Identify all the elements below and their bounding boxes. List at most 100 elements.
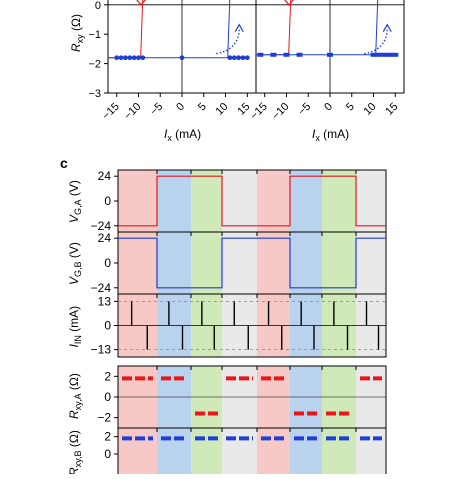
phase-band-pink — [257, 428, 290, 479]
series-line-right-1 — [256, 0, 379, 56]
phase-band-blue — [290, 428, 322, 479]
x-tick-label-left: 5 — [196, 101, 209, 114]
phase-band-green — [191, 428, 222, 479]
sweep-arrowhead-right — [382, 23, 392, 33]
sweep-arrow-right — [364, 29, 388, 55]
y-tick-label-c-VGB: 24 — [98, 231, 112, 245]
y-tick-label-c-VGA: 0 — [104, 194, 111, 208]
data-point-left — [131, 55, 137, 61]
x-tick-label-right: 10 — [362, 101, 379, 118]
data-point-left — [118, 55, 124, 61]
y-tick-label-c-RxyB: 0 — [104, 447, 111, 461]
phase-band-green — [322, 170, 356, 232]
panel-label-c: c — [60, 155, 68, 171]
x-tick-label-left: −10 — [122, 101, 144, 123]
gate-voltage-trace-c-VGA — [118, 175, 386, 227]
data-point-left — [227, 55, 233, 61]
y-tick-label-c-RxyA: 2 — [104, 369, 111, 383]
y-tick-label-c-IIN: 13 — [98, 294, 112, 308]
data-point-left — [240, 55, 246, 61]
phase-band-blue — [157, 232, 191, 294]
x-tick-label-left: 0 — [174, 101, 187, 114]
red-arrowhead-right — [284, 0, 294, 6]
data-point-left — [114, 55, 120, 61]
data-point-left — [179, 55, 185, 61]
phase-band-green — [191, 170, 222, 232]
phase-band-gray — [356, 170, 386, 232]
data-point-right — [383, 52, 390, 57]
y-tick-label-c-RxyB: 2 — [104, 430, 111, 444]
data-point-right — [283, 52, 290, 57]
phase-band-gray — [222, 170, 257, 232]
phase-band-green — [322, 232, 356, 294]
data-point-right — [327, 52, 333, 57]
phase-band-blue — [157, 170, 191, 232]
y-tick-label-left: −1 — [88, 29, 101, 41]
phase-band-gray — [356, 232, 386, 294]
y-tick-label-c-VGA: −24 — [91, 219, 112, 233]
x-tick-label-right: −5 — [296, 101, 313, 118]
y-tick-label-c-RxyA: 0 — [104, 390, 111, 404]
x-tick-label-right: 0 — [322, 101, 335, 114]
data-point-left — [244, 55, 250, 61]
x-tick-label-right: −10 — [270, 101, 292, 123]
data-point-right — [374, 52, 381, 57]
x-tick-label-right: 15 — [383, 101, 400, 118]
data-point-right — [270, 52, 277, 57]
y-axis-label-c-IIN: IIN (mA) — [67, 306, 83, 348]
y-tick-label-c-VGB: 0 — [104, 256, 111, 270]
phase-band-blue — [290, 170, 322, 232]
phase-band-green — [191, 232, 222, 294]
y-tick-label-c-VGA: 24 — [98, 169, 112, 183]
y-tick-label-left: −3 — [88, 88, 101, 100]
x-tick-label-left: −5 — [148, 101, 165, 118]
x-axis-label-right: Ix (mA) — [312, 127, 349, 143]
phase-band-green — [322, 428, 356, 479]
data-point-left — [231, 55, 237, 61]
data-point-left — [236, 55, 241, 61]
y-tick-label-left: 0 — [95, 0, 101, 12]
phase-band-blue — [290, 232, 322, 294]
series-line-left-1 — [108, 0, 231, 59]
data-point-left — [127, 55, 133, 61]
x-tick-label-right: −15 — [248, 101, 270, 123]
data-point-right — [379, 52, 386, 57]
y-tick-label-left: −2 — [88, 59, 101, 71]
series-line-right-0 — [256, 0, 292, 56]
y-tick-label-c-VGB: −24 — [91, 281, 112, 295]
phase-band-gray — [356, 428, 386, 479]
y-tick-label-c-RxyA: −2 — [97, 411, 111, 425]
phase-band-pink — [118, 170, 157, 232]
y-axis-label-c-RxyB: Rxy,B (Ω) — [67, 430, 83, 474]
y-tick-label-c-IIN: 0 — [104, 319, 111, 333]
x-tick-label-left: −15 — [100, 101, 122, 123]
y-axis-label-c-VGB: VG,B (V) — [67, 242, 83, 285]
data-point-right — [370, 52, 377, 57]
data-point-right — [392, 52, 399, 57]
phase-band-pink — [257, 232, 290, 294]
gate-voltage-trace-c-VGB — [118, 237, 386, 289]
phase-band-pink — [257, 170, 290, 232]
phase-band-pink — [118, 428, 157, 479]
x-axis-label-left: Ix (mA) — [164, 127, 201, 143]
red-arrowhead-left — [136, 0, 146, 6]
phase-band-gray — [222, 232, 257, 294]
series-line-left-0 — [108, 0, 144, 59]
data-point-right — [387, 52, 394, 57]
y-tick-label-c-IIN: −13 — [91, 343, 112, 357]
data-point-left — [140, 55, 146, 61]
data-point-right — [257, 52, 264, 57]
y-axis-label-c-RxyA: Rxy,A (Ω) — [67, 373, 83, 419]
sweep-arrow-left — [216, 29, 240, 55]
data-point-right — [296, 52, 303, 57]
data-point-left — [136, 55, 141, 61]
y-axis-label-c-VGA: VG,A (V) — [67, 180, 83, 223]
phase-band-pink — [118, 232, 157, 294]
data-point-left — [123, 55, 128, 61]
y-axis-label-left: Rxy (Ω) — [69, 14, 85, 52]
phase-band-blue — [157, 428, 191, 479]
x-tick-label-left: 10 — [214, 101, 231, 118]
phase-band-gray — [222, 428, 257, 479]
